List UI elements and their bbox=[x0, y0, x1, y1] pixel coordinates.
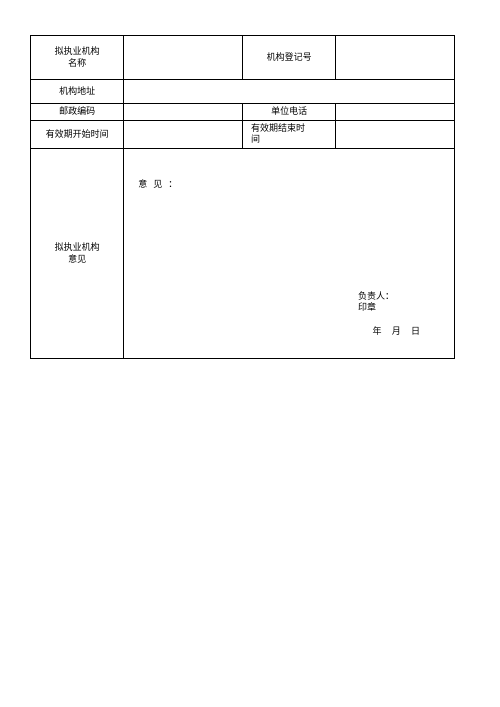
label-postcode: 邮政编码 bbox=[31, 104, 124, 121]
table-row: 拟执业机构 名称 机构登记号 bbox=[31, 36, 455, 80]
label-opinion: 拟执业机构 意见 bbox=[31, 149, 124, 359]
value-valid-start bbox=[124, 120, 243, 148]
table-row: 机构地址 bbox=[31, 80, 455, 104]
value-valid-end bbox=[336, 120, 455, 148]
table-row: 拟执业机构 意见 意见： 负责人： 印章 年 月 日 bbox=[31, 149, 455, 359]
label-org-name: 拟执业机构 名称 bbox=[31, 36, 124, 80]
responsible-label: 负责人： bbox=[358, 291, 394, 303]
value-postcode bbox=[124, 104, 243, 121]
value-org-reg bbox=[336, 36, 455, 80]
label-valid-start: 有效期开始时间 bbox=[31, 120, 124, 148]
value-org-addr bbox=[124, 80, 455, 104]
label-unit-phone: 单位电话 bbox=[242, 104, 335, 121]
label-valid-end: 有效期结束时 间 bbox=[242, 120, 335, 148]
table-row: 邮政编码 单位电话 bbox=[31, 104, 455, 121]
label-org-addr: 机构地址 bbox=[31, 80, 124, 104]
value-unit-phone bbox=[336, 104, 455, 121]
opinion-content: 意见： 负责人： 印章 年 月 日 bbox=[124, 149, 455, 359]
date-line: 年 月 日 bbox=[372, 326, 424, 338]
label-org-reg: 机构登记号 bbox=[242, 36, 335, 80]
value-org-name bbox=[124, 36, 243, 80]
seal-label: 印章 bbox=[358, 302, 394, 314]
table-row: 有效期开始时间 有效期结束时 间 bbox=[31, 120, 455, 148]
form-table: 拟执业机构 名称 机构登记号 机构地址 邮政编码 单位电话 有效期开始时间 有效… bbox=[30, 35, 455, 359]
opinion-title: 意见： bbox=[138, 179, 440, 191]
signature-block: 负责人： 印章 bbox=[358, 291, 394, 314]
